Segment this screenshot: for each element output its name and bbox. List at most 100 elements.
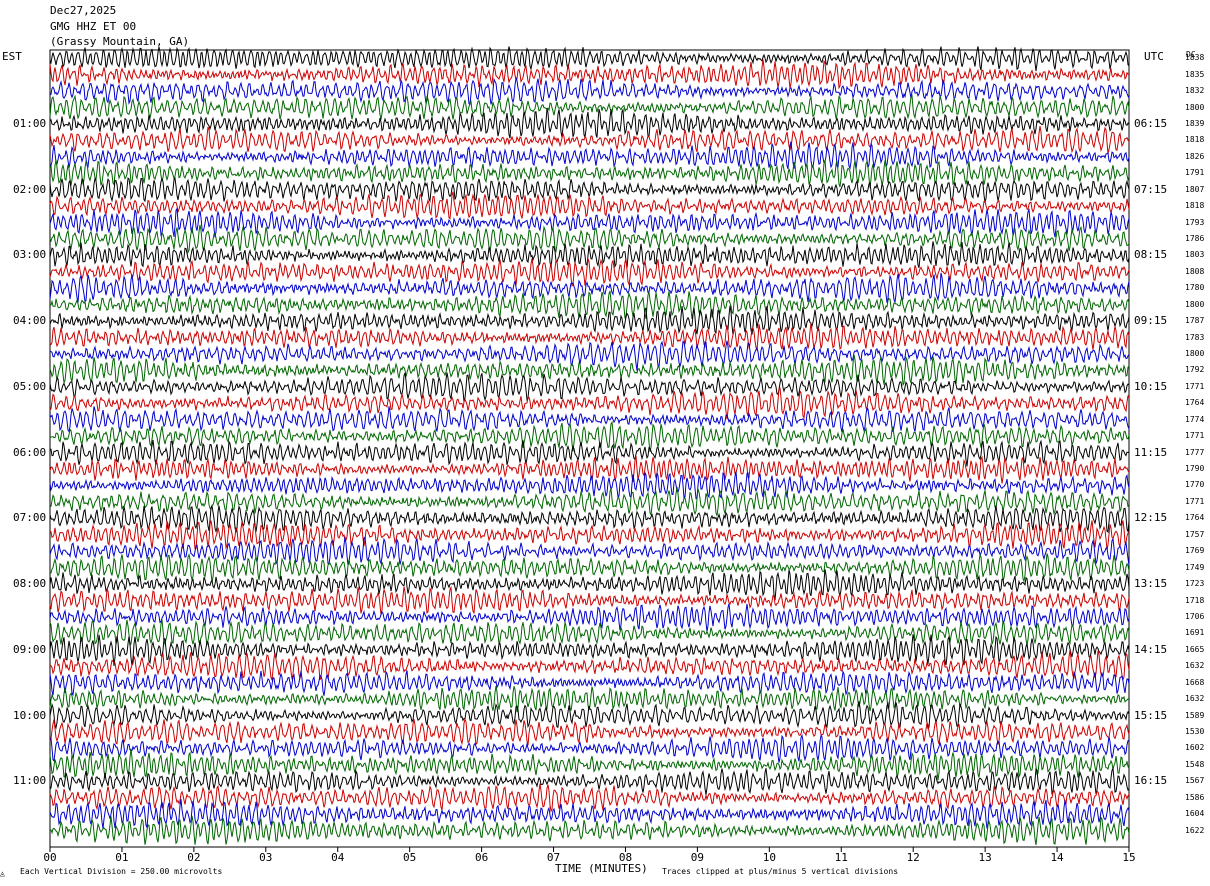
trace-line	[49, 783, 1130, 813]
dc-column-label: DC	[1186, 50, 1196, 59]
dc-offset-label: 1665	[1185, 644, 1205, 654]
dc-offset-label: 1807	[1185, 184, 1205, 194]
x-tick-label: 05	[403, 851, 416, 864]
dc-offset-label: 1632	[1185, 661, 1205, 671]
right-time-label: 06:15	[1134, 116, 1168, 130]
x-tick-label: 08	[619, 851, 632, 864]
dc-offset-label: 1786	[1185, 233, 1205, 243]
right-time-label: 10:15	[1134, 379, 1168, 393]
dc-offset-label: 1792	[1185, 365, 1205, 375]
dc-offset-label: 1818	[1185, 201, 1205, 211]
right-time-label: 07:15	[1134, 182, 1168, 196]
dc-offset-label: 1749	[1185, 562, 1205, 572]
dc-offset-label: 1818	[1185, 135, 1205, 145]
left-time-label: 09:00	[13, 642, 47, 656]
record-date: Dec27,2025	[50, 4, 117, 17]
trace-line	[49, 552, 1130, 584]
trace-line	[49, 372, 1130, 402]
station-name: (Grassy Mountain, GA)	[50, 35, 190, 48]
dc-offset-label: 1793	[1185, 217, 1205, 227]
scale-note: Each Vertical Division = 250.00 microvol…	[20, 867, 223, 876]
dc-offset-label: 1771	[1185, 431, 1205, 441]
x-tick-label: 12	[907, 851, 920, 864]
seismic-traces	[49, 46, 1130, 845]
trace-line	[49, 766, 1130, 796]
trace-line	[49, 504, 1130, 534]
trace-line	[49, 406, 1130, 433]
x-tick-label: 15	[1122, 851, 1135, 864]
x-tick-label: 02	[187, 851, 200, 864]
right-time-label: 15:15	[1134, 708, 1168, 722]
left-time-label: 08:00	[13, 577, 47, 591]
dc-offset-label: 1586	[1185, 792, 1205, 802]
dc-offset-label: 1632	[1185, 694, 1205, 704]
dc-offset-label: 1839	[1185, 118, 1205, 128]
dc-offset-label: 1791	[1185, 168, 1205, 178]
trace-line	[49, 733, 1130, 763]
trace-line	[49, 322, 1130, 352]
trace-line	[49, 207, 1130, 238]
trace-line	[49, 603, 1130, 632]
x-tick-label: 04	[331, 851, 345, 864]
dc-offset-label: 1567	[1185, 776, 1205, 786]
dc-offset-label: 1787	[1185, 316, 1205, 326]
x-tick-label: 09	[691, 851, 704, 864]
trace-line	[49, 108, 1130, 139]
dc-offset-label: 1718	[1185, 595, 1205, 605]
dc-offset-label: 1604	[1185, 809, 1205, 819]
trace-line	[49, 272, 1130, 305]
x-tick-label: 00	[43, 851, 56, 864]
trace-line	[49, 471, 1130, 500]
dc-offset-label: 1832	[1185, 86, 1205, 96]
dc-offset-label: 1777	[1185, 447, 1205, 457]
dc-offset-label: 1530	[1185, 726, 1205, 736]
dc-offset-label: 1783	[1185, 332, 1205, 342]
trace-line	[49, 305, 1130, 335]
trace-line	[49, 569, 1130, 601]
x-tick-label: 01	[115, 851, 128, 864]
x-axis-title: TIME (MINUTES)	[555, 862, 648, 875]
right-time-label: 12:15	[1134, 511, 1168, 525]
dc-offset-label: 1800	[1185, 102, 1205, 112]
left-time-label: 07:00	[13, 511, 47, 525]
dc-offset-label: 1803	[1185, 250, 1205, 260]
trace-line	[49, 815, 1130, 845]
dc-offset-label: 1769	[1185, 546, 1205, 556]
dc-offset-label: 1691	[1185, 628, 1205, 638]
clip-note: Traces clipped at plus/minus 5 vertical …	[662, 867, 899, 876]
x-tick-label: 03	[259, 851, 272, 864]
dc-offset-label: 1808	[1185, 266, 1205, 276]
right-time-label: 08:15	[1134, 248, 1168, 262]
right-time-label: 11:15	[1134, 445, 1168, 459]
dc-offset-label: 1771	[1185, 381, 1205, 391]
dc-offset-label: 1764	[1185, 513, 1205, 523]
trace-line	[49, 387, 1130, 420]
trace-line	[49, 125, 1130, 154]
trace-line	[49, 257, 1130, 287]
channel-name: GMG HHZ ET 00	[50, 20, 137, 33]
dc-offset-label: 1790	[1185, 464, 1205, 474]
dc-offset-label: 1800	[1185, 299, 1205, 309]
dc-offset-label: 1602	[1185, 743, 1205, 753]
trace-line	[49, 649, 1130, 682]
right-timezone-label: UTC	[1144, 50, 1164, 63]
dc-offset-label: 1757	[1185, 529, 1205, 539]
trace-line	[49, 486, 1130, 517]
x-tick-label: 07	[547, 851, 560, 864]
left-time-label: 03:00	[13, 248, 47, 262]
trace-line	[49, 241, 1130, 268]
left-time-label: 02:00	[13, 182, 47, 196]
trace-line	[49, 618, 1130, 647]
dc-offset-label: 1723	[1185, 579, 1205, 589]
trace-line	[49, 224, 1130, 254]
trace-line	[49, 634, 1130, 667]
trace-line	[49, 519, 1130, 551]
x-tick-label: 13	[979, 851, 992, 864]
trace-line	[49, 700, 1130, 730]
left-time-label: 11:00	[13, 774, 47, 788]
left-time-label: 04:00	[13, 314, 47, 328]
trace-line	[50, 439, 1130, 467]
left-time-label: 06:00	[13, 445, 47, 459]
dc-offset-label: 1770	[1185, 480, 1205, 490]
